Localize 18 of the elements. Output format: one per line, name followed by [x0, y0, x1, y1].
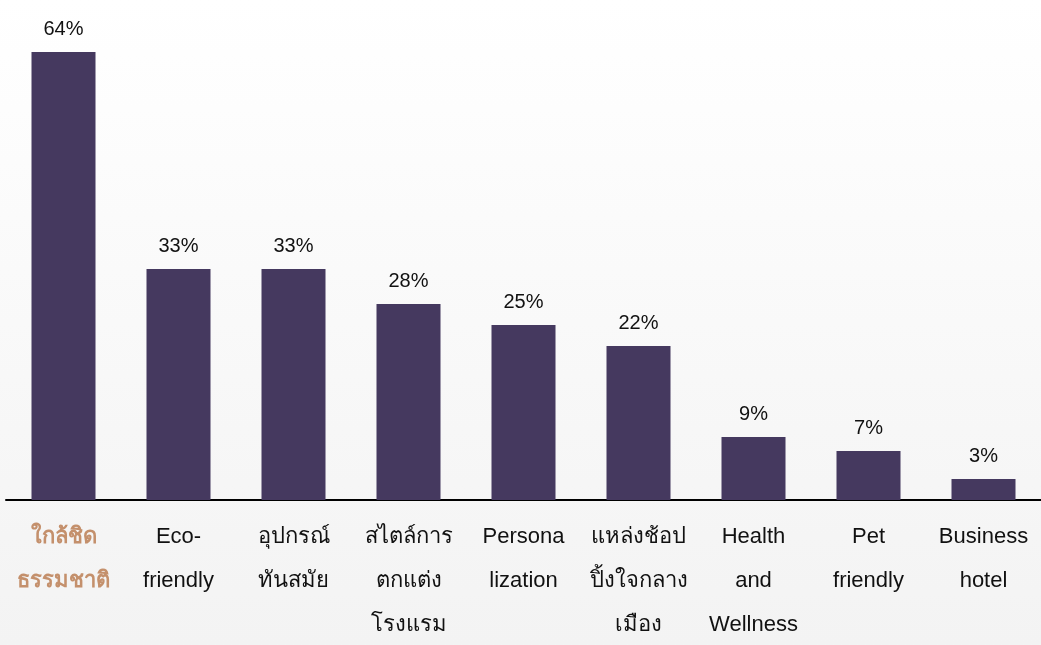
data-label: 7% — [854, 416, 884, 438]
data-label: 33% — [273, 234, 314, 256]
x-tick-label: Eco- friendly — [143, 522, 214, 592]
x-tick-label: สไตล์การ ตกแต่ง โรงแรม — [364, 522, 453, 636]
x-tick-label: อุปกรณ์ ทันสมัย — [257, 522, 330, 592]
x-tick-label: ใกล้ชิด ธรรมชาติ — [17, 521, 110, 592]
x-tick-label: Pet friendly — [833, 522, 904, 592]
x-tick-label: แหล่งช้อป ปิ้งใจกลาง เมือง — [588, 522, 688, 636]
data-label: 3% — [969, 444, 999, 466]
data-label: 28% — [388, 269, 429, 291]
x-tick-label: Business hotel — [938, 522, 1029, 592]
data-label: 64% — [43, 17, 84, 39]
x-tick-label: Persona lization — [482, 522, 566, 592]
data-label: 9% — [739, 402, 769, 424]
data-label: 25% — [503, 290, 544, 312]
x-tick-label: Health and Wellness — [709, 522, 798, 636]
data-label: 33% — [158, 234, 199, 256]
data-label: 22% — [618, 311, 659, 333]
